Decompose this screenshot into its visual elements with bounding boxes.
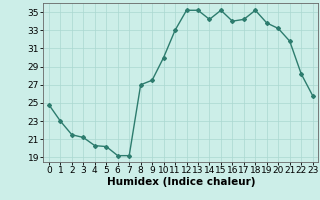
X-axis label: Humidex (Indice chaleur): Humidex (Indice chaleur) [107,177,255,187]
